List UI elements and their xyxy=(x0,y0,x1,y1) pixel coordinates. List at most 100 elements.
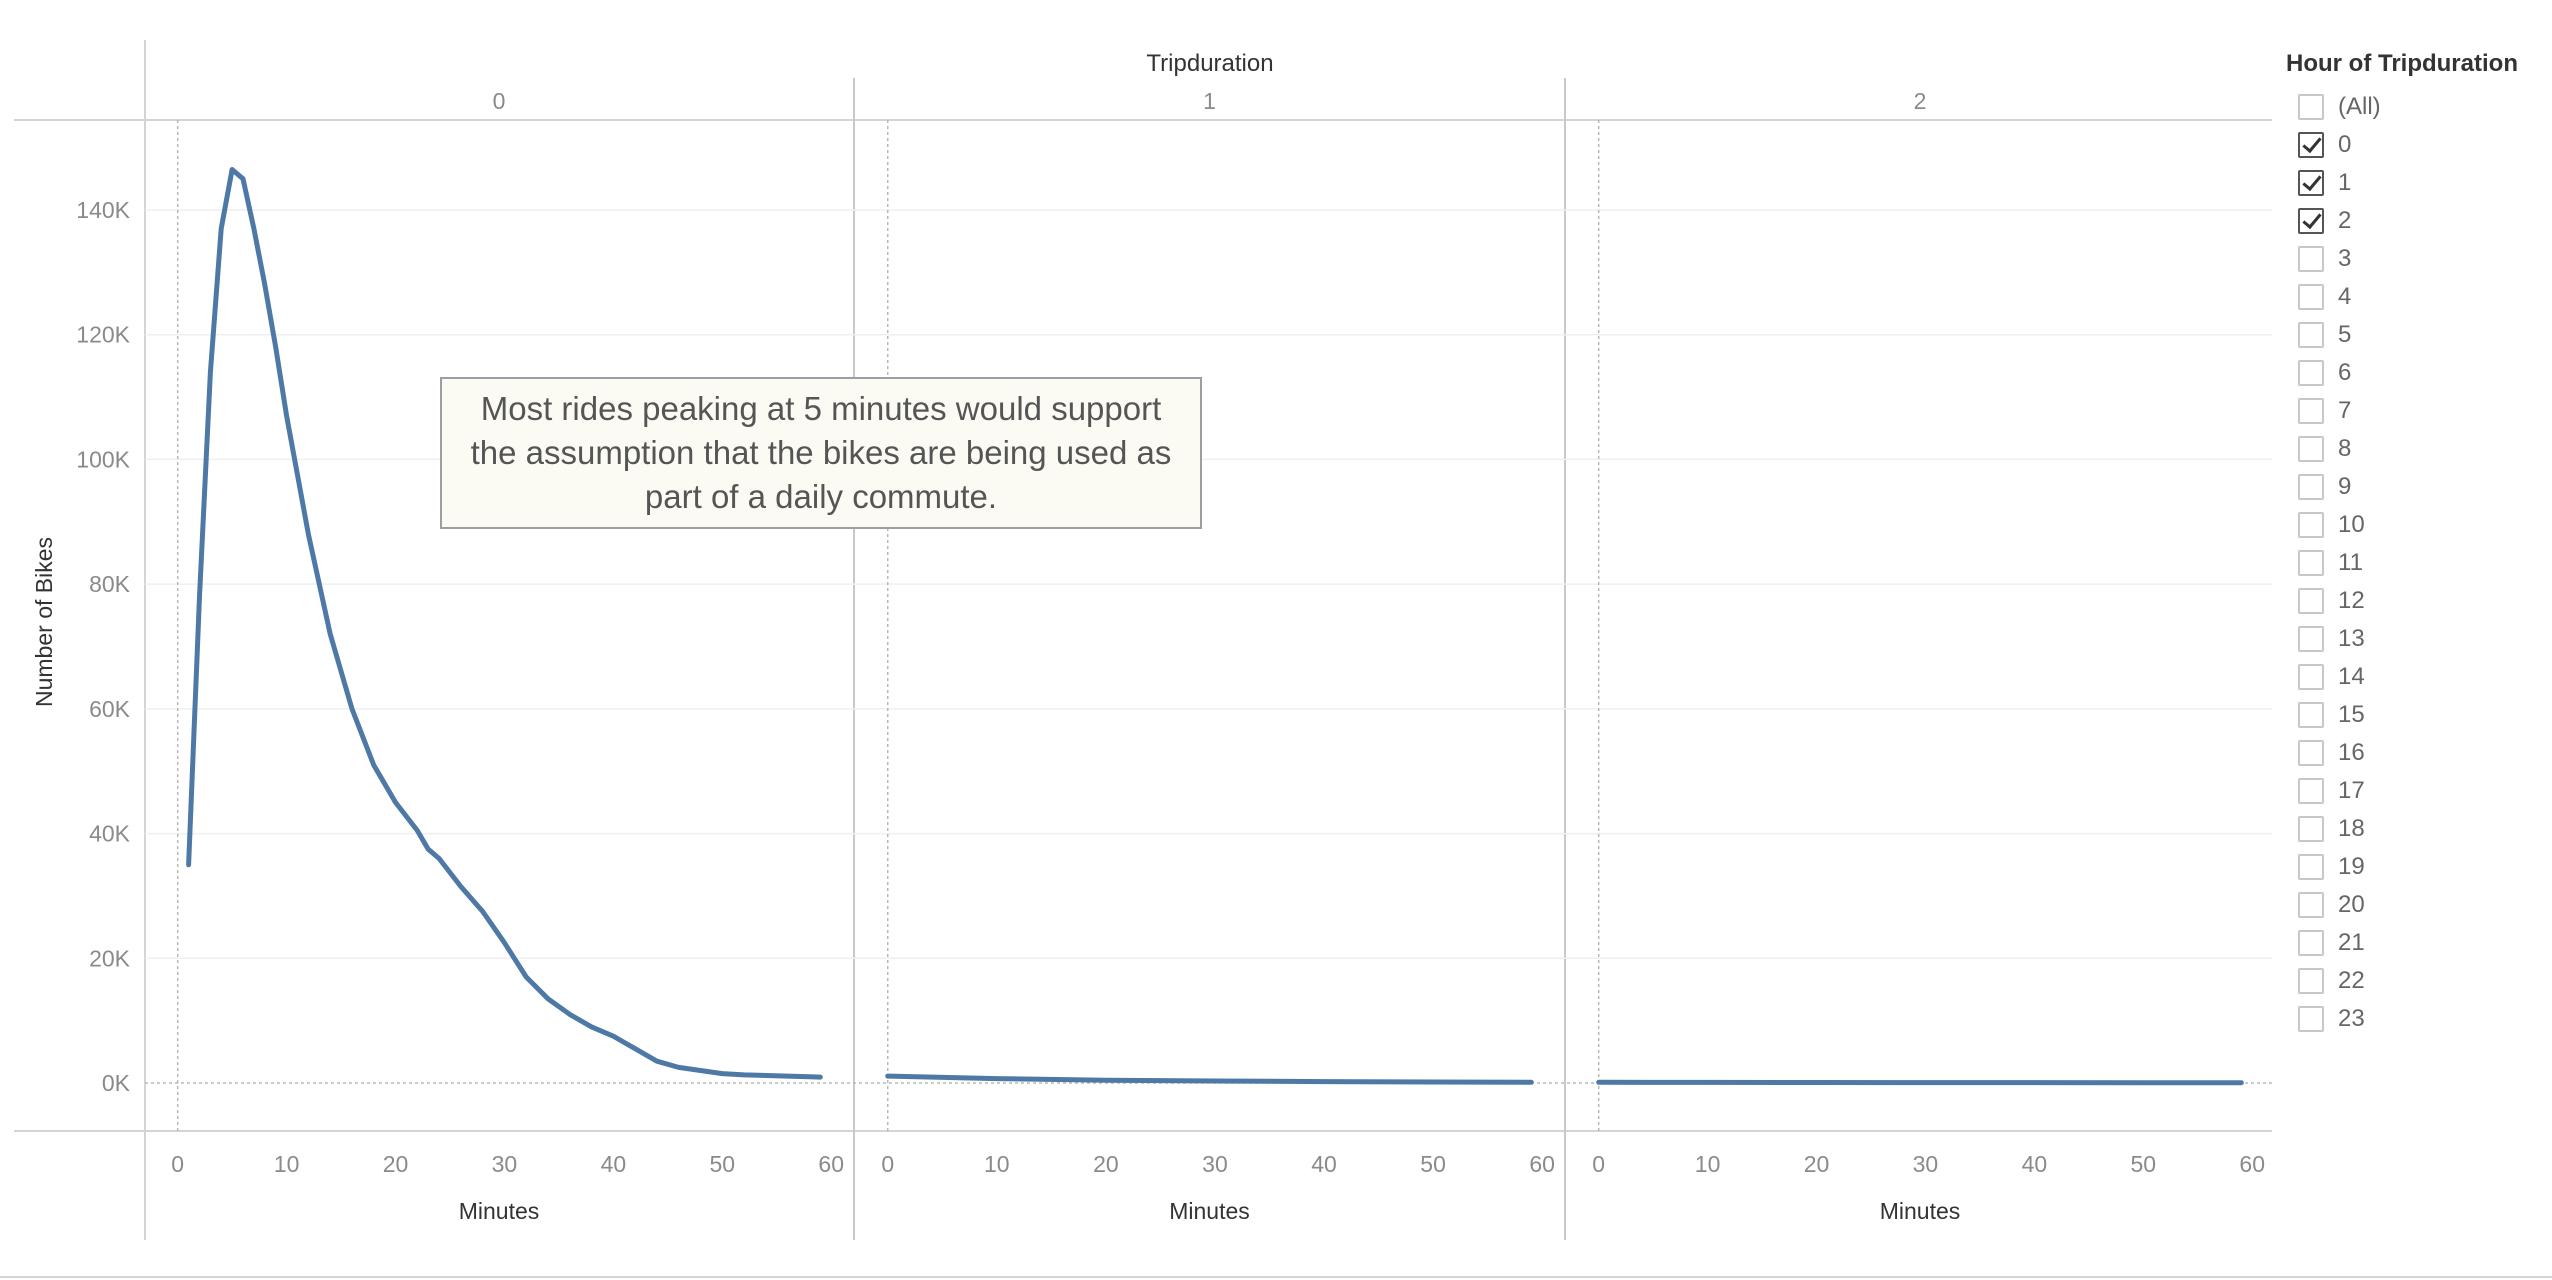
checkbox[interactable] xyxy=(2298,626,2324,652)
x-tick-label: 20 xyxy=(383,1151,409,1177)
legend-item[interactable]: 17 xyxy=(2272,772,2552,810)
legend-item[interactable]: 0 xyxy=(2272,126,2552,164)
legend-item-label: 2 xyxy=(2338,207,2352,234)
x-axis-title: Minutes xyxy=(459,1198,540,1224)
legend-item-label: 5 xyxy=(2338,321,2352,348)
legend-item-label: 11 xyxy=(2338,549,2363,576)
legend-item[interactable]: 23 xyxy=(2272,1000,2552,1038)
panel-header-label: 1 xyxy=(1203,88,1216,114)
legend-item[interactable]: 20 xyxy=(2272,886,2552,924)
checkbox[interactable] xyxy=(2298,360,2324,386)
legend-item[interactable]: 5 xyxy=(2272,316,2552,354)
checkbox[interactable] xyxy=(2298,246,2324,272)
x-tick-label: 50 xyxy=(1420,1151,1446,1177)
checkbox[interactable] xyxy=(2298,968,2324,994)
checkbox[interactable] xyxy=(2298,664,2324,690)
legend-item[interactable]: 22 xyxy=(2272,962,2552,1000)
x-axis-title: Minutes xyxy=(1169,1198,1250,1224)
legend-item-label: 16 xyxy=(2338,739,2365,766)
gridlines xyxy=(145,120,2272,1131)
legend-item[interactable]: 19 xyxy=(2272,848,2552,886)
x-tick-label: 20 xyxy=(1093,1151,1119,1177)
checkbox[interactable] xyxy=(2298,892,2324,918)
checkbox[interactable] xyxy=(2298,702,2324,728)
x-tick-label: 0 xyxy=(881,1151,894,1177)
checkbox[interactable] xyxy=(2298,322,2324,348)
legend-item[interactable]: 7 xyxy=(2272,392,2552,430)
checkbox[interactable] xyxy=(2298,854,2324,880)
column-header-title: Tripduration xyxy=(1146,50,1273,77)
x-tick-label: 60 xyxy=(1529,1151,1555,1177)
legend-item-label: 0 xyxy=(2338,131,2352,158)
checkbox[interactable] xyxy=(2298,398,2324,424)
legend-item-label: 23 xyxy=(2338,1005,2365,1032)
legend-item-label: 21 xyxy=(2338,929,2365,956)
checkbox[interactable] xyxy=(2298,778,2324,804)
panel-header-label: 2 xyxy=(1914,88,1927,114)
checkbox[interactable] xyxy=(2298,284,2324,310)
checkbox[interactable] xyxy=(2298,170,2324,196)
checkbox[interactable] xyxy=(2298,512,2324,538)
legend-item[interactable]: (All) xyxy=(2272,88,2552,126)
y-tick-label: 20K xyxy=(89,945,131,971)
x-tick-label: 40 xyxy=(1311,1151,1337,1177)
legend-item-label: 8 xyxy=(2338,435,2352,462)
legend-item[interactable]: 16 xyxy=(2272,734,2552,772)
x-tick-label: 60 xyxy=(818,1151,844,1177)
legend-item[interactable]: 12 xyxy=(2272,582,2552,620)
legend-item[interactable]: 15 xyxy=(2272,696,2552,734)
x-tick-label: 40 xyxy=(601,1151,627,1177)
legend-item[interactable]: 14 xyxy=(2272,658,2552,696)
legend-item[interactable]: 6 xyxy=(2272,354,2552,392)
x-tick-label: 30 xyxy=(1202,1151,1228,1177)
checkbox[interactable] xyxy=(2298,740,2324,766)
checkbox[interactable] xyxy=(2298,94,2324,120)
x-axis-title: Minutes xyxy=(1880,1198,1961,1224)
legend-item-label: 18 xyxy=(2338,815,2365,842)
annotation-text: Most rides peaking at 5 minutes would su… xyxy=(470,390,1172,515)
legend-item[interactable]: 3 xyxy=(2272,240,2552,278)
x-tick-label: 20 xyxy=(1804,1151,1830,1177)
legend-item[interactable]: 13 xyxy=(2272,620,2552,658)
legend-item[interactable]: 9 xyxy=(2272,468,2552,506)
checkbox[interactable] xyxy=(2298,550,2324,576)
legend-item-label: 15 xyxy=(2338,701,2365,728)
legend-item[interactable]: 11 xyxy=(2272,544,2552,582)
legend-item-label: (All) xyxy=(2338,93,2381,120)
annotation-box: Most rides peaking at 5 minutes would su… xyxy=(440,377,1202,529)
legend-item-label: 6 xyxy=(2338,359,2352,386)
legend-item[interactable]: 1 xyxy=(2272,164,2552,202)
checkbox[interactable] xyxy=(2298,208,2324,234)
checkbox[interactable] xyxy=(2298,474,2324,500)
series-line-0 xyxy=(186,167,823,1080)
legend-item-label: 12 xyxy=(2338,587,2365,614)
y-tick-label: 60K xyxy=(89,696,131,722)
checkbox[interactable] xyxy=(2298,1006,2324,1032)
x-tick-label: 30 xyxy=(1913,1151,1939,1177)
legend-item-label: 1 xyxy=(2338,169,2352,196)
legend-item[interactable]: 2 xyxy=(2272,202,2552,240)
legend-item[interactable]: 10 xyxy=(2272,506,2552,544)
x-tick-label: 10 xyxy=(984,1151,1010,1177)
legend-item-label: 7 xyxy=(2338,397,2352,424)
series-lines xyxy=(186,167,2244,1086)
legend-item[interactable]: 4 xyxy=(2272,278,2552,316)
x-tick-label: 0 xyxy=(1592,1151,1605,1177)
series-line-1 xyxy=(885,1073,1534,1085)
checkbox[interactable] xyxy=(2298,930,2324,956)
legend-item[interactable]: 18 xyxy=(2272,810,2552,848)
legend-item[interactable]: 21 xyxy=(2272,924,2552,962)
legend-item[interactable]: 8 xyxy=(2272,430,2552,468)
x-tick-label: 50 xyxy=(2130,1151,2156,1177)
x-tick-label: 10 xyxy=(1695,1151,1721,1177)
legend-item-label: 3 xyxy=(2338,245,2352,272)
x-tick-label: 10 xyxy=(274,1151,300,1177)
checkbox[interactable] xyxy=(2298,132,2324,158)
checkbox[interactable] xyxy=(2298,816,2324,842)
y-tick-label: 40K xyxy=(89,821,131,847)
y-tick-label: 120K xyxy=(76,322,130,348)
checkbox[interactable] xyxy=(2298,588,2324,614)
checkbox[interactable] xyxy=(2298,436,2324,462)
